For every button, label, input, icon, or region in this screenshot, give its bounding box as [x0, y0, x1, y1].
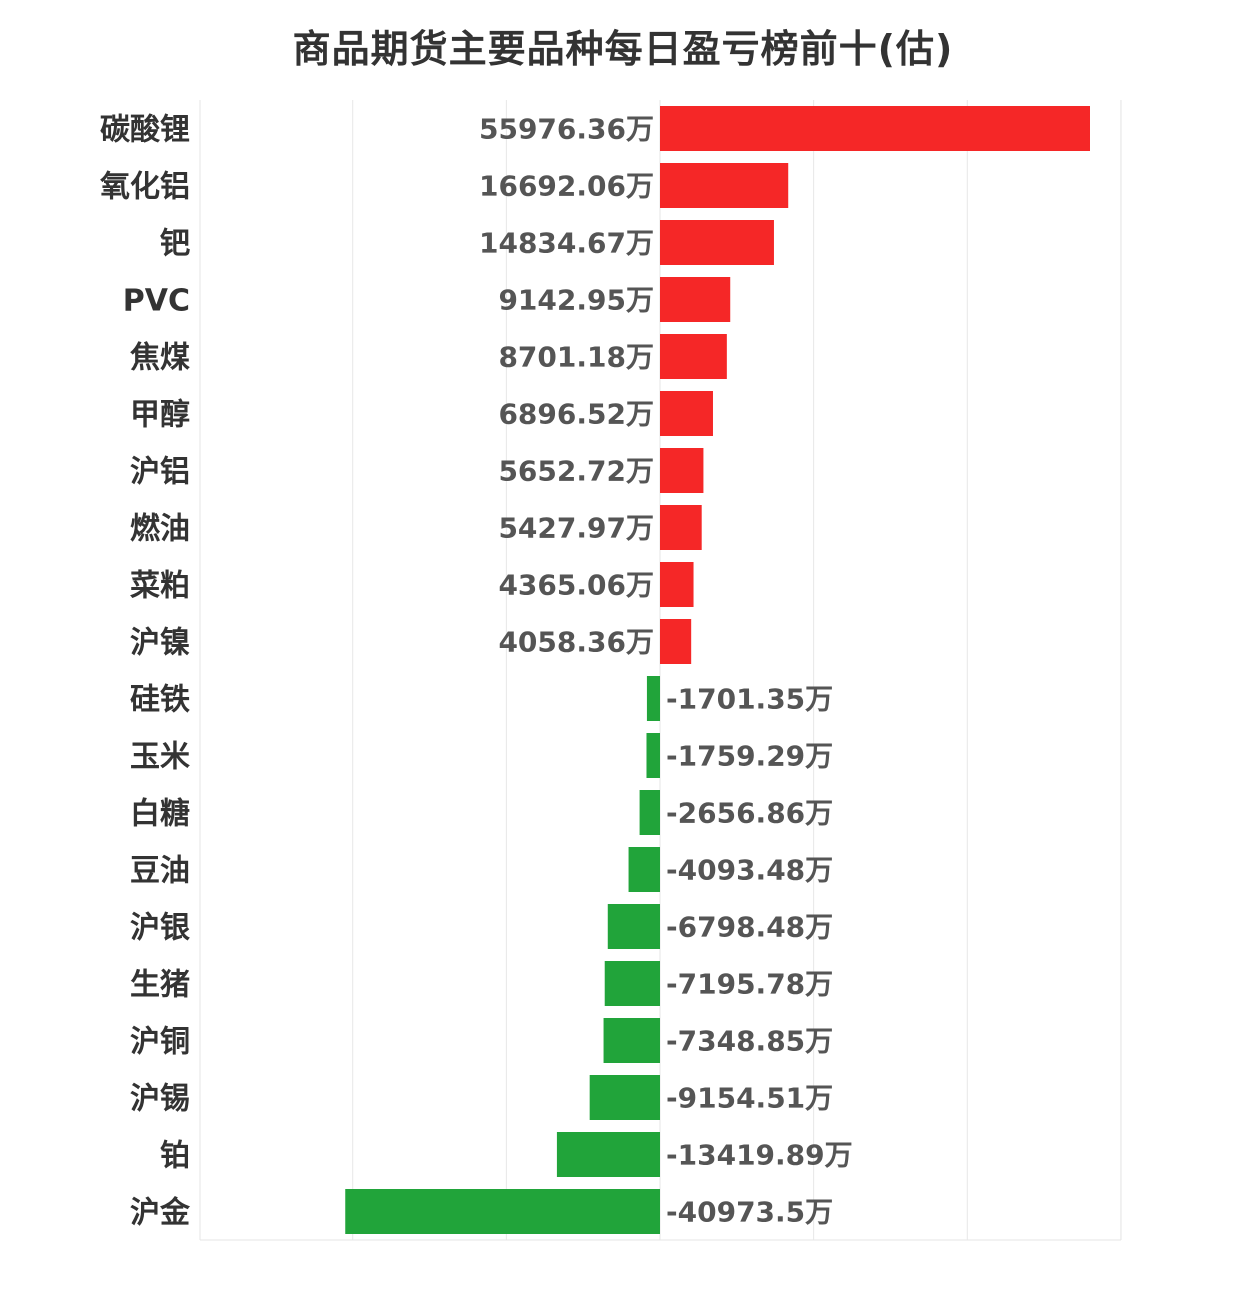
- value-label: -2656.86万: [666, 797, 833, 830]
- category-label: 白糖: [130, 797, 190, 832]
- bar-11: [646, 733, 660, 778]
- value-label: -40973.5万: [666, 1196, 833, 1229]
- value-label: -6798.48万: [666, 911, 833, 944]
- value-label: 14834.67万: [479, 227, 654, 260]
- bar-6: [660, 448, 704, 493]
- bar-16: [603, 1018, 660, 1063]
- category-label: 甲醇: [130, 398, 190, 433]
- bar-15: [604, 961, 660, 1006]
- value-label: 4365.06万: [498, 569, 654, 602]
- bar-14: [607, 904, 660, 949]
- bar-7: [660, 505, 702, 550]
- value-label: -9154.51万: [666, 1082, 833, 1115]
- grid-layer: [199, 100, 1122, 1241]
- category-label: 沪金: [130, 1196, 191, 1231]
- category-label: 钯: [160, 227, 190, 262]
- category-label: 硅铁: [130, 683, 190, 718]
- category-label: 燃油: [130, 512, 190, 547]
- category-label: 沪铜: [130, 1025, 190, 1060]
- value-label: -7348.85万: [666, 1025, 833, 1058]
- bar-2: [660, 220, 774, 265]
- bar-layer: [345, 106, 1090, 1234]
- value-label: -13419.89万: [666, 1139, 853, 1172]
- category-label: 焦煤: [130, 341, 190, 376]
- value-label: -1701.35万: [666, 683, 833, 716]
- value-label: 55976.36万: [479, 113, 654, 146]
- category-label: 碳酸锂: [100, 113, 190, 148]
- value-label: 4058.36万: [498, 626, 654, 659]
- category-label: 沪镍: [130, 626, 190, 661]
- value-label: -7195.78万: [666, 968, 833, 1001]
- bar-8: [660, 562, 694, 607]
- value-label: 9142.95万: [498, 284, 654, 317]
- value-label: 8701.18万: [498, 341, 654, 374]
- bar-4: [660, 334, 727, 379]
- bar-13: [628, 847, 660, 892]
- bar-17: [589, 1075, 660, 1120]
- category-label: 生猪: [130, 968, 190, 1003]
- chart-title: 商品期货主要品种每日盈亏榜前十(估): [292, 27, 954, 71]
- bar-10: [646, 676, 660, 721]
- bar-12: [639, 790, 660, 835]
- bar-3: [660, 277, 731, 322]
- category-label: 豆油: [130, 854, 190, 889]
- category-label: 沪锡: [130, 1082, 190, 1117]
- bar-1: [660, 163, 789, 208]
- value-label: -4093.48万: [666, 854, 833, 887]
- category-label: PVC: [123, 284, 190, 319]
- value-label: 16692.06万: [479, 170, 654, 203]
- bar-9: [660, 619, 692, 664]
- category-label: 沪铝: [130, 455, 190, 490]
- category-label: 铂: [160, 1139, 190, 1174]
- value-label: -1759.29万: [666, 740, 833, 773]
- bar-0: [660, 106, 1090, 151]
- category-label: 氧化铝: [100, 170, 190, 205]
- bar-18: [556, 1132, 660, 1177]
- category-label: 菜粕: [130, 569, 190, 604]
- bar-5: [660, 391, 713, 436]
- value-label: 5652.72万: [498, 455, 654, 488]
- value-label: 6896.52万: [498, 398, 654, 431]
- category-label: 玉米: [130, 740, 190, 775]
- bar-19: [345, 1189, 660, 1234]
- value-label: 5427.97万: [498, 512, 654, 545]
- category-label: 沪银: [130, 911, 190, 946]
